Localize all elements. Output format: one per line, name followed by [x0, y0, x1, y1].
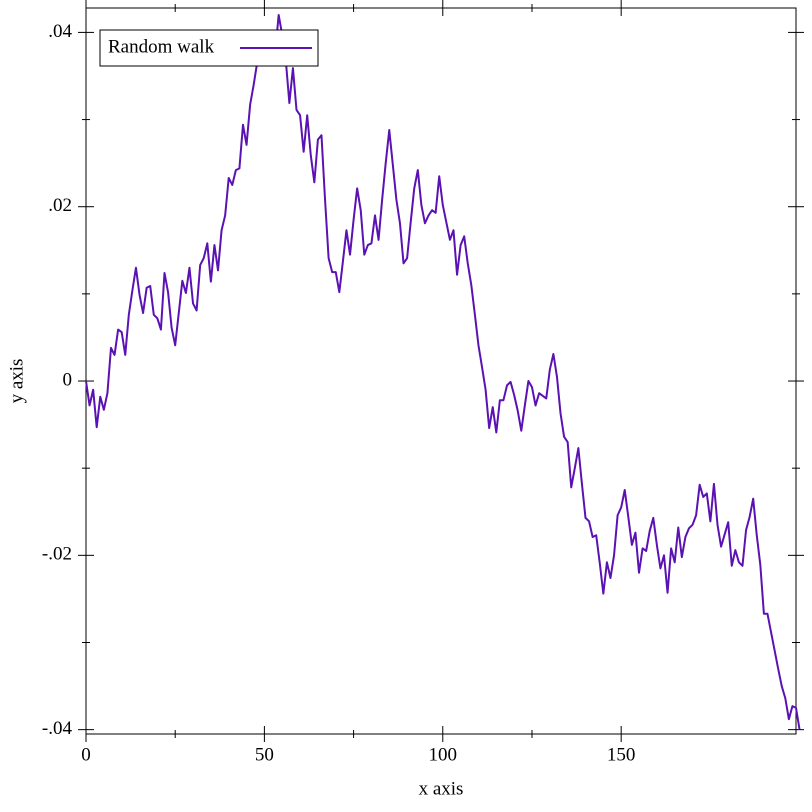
x-tick-label: 0	[81, 744, 91, 765]
y-tick-label: -.02	[42, 544, 72, 565]
x-tick-label: 100	[429, 744, 458, 765]
x-tick-label: 50	[255, 744, 274, 765]
y-tick-label: .02	[48, 195, 72, 216]
x-tick-label: 150	[607, 744, 636, 765]
y-tick-label: .04	[48, 21, 72, 42]
data-line	[85, 13, 801, 730]
y-tick-label: -.04	[42, 718, 73, 739]
x-axis-label: x axis	[419, 778, 464, 799]
y-tick-label: 0	[63, 369, 73, 390]
y-axis-label: y axis	[6, 359, 27, 404]
plot-frame	[85, 7, 797, 735]
legend-label: Random walk	[108, 36, 215, 57]
